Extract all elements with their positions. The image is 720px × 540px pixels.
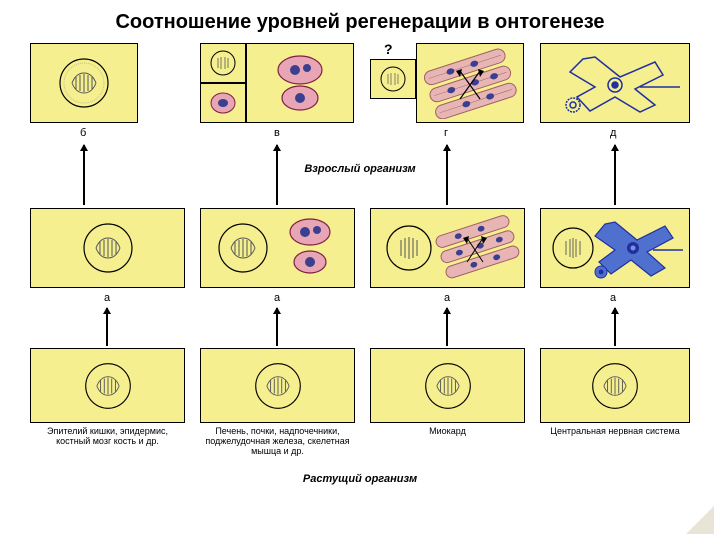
label-col-2: Печень, почки, надпочечники, поджелудочн… [200,427,355,457]
letter-mid-2: а [274,292,280,304]
box-bot-1 [30,348,185,423]
letter-top-3: г [444,127,448,139]
letter-mid-3: а [444,292,450,304]
letter-mid-1: а [104,292,110,304]
box-bot-2 [200,348,355,423]
box-mid-4 [540,208,690,288]
box-top-2c [246,43,354,123]
letter-mid-4: а [610,292,616,304]
question-mark: ? [384,41,393,57]
arrow-4-top [614,145,616,205]
label-col-4: Центральная нервная система [540,427,690,437]
arrow-2-top [276,145,278,205]
diagram-area: б в [30,43,690,473]
box-top-4 [540,43,690,123]
caption-growing: Растущий организм [30,473,690,485]
letter-top-1: б [80,127,86,139]
label-col-1: Эпителий кишки, эпидермис, костный мозг … [30,427,185,447]
arrow-1-top [83,145,85,205]
page-curl-icon [686,506,714,534]
slide-title: Соотношение уровней регенерации в онтоге… [30,10,690,35]
box-top-3b [416,43,524,123]
box-top-2a [200,43,246,83]
label-col-3: Миокард [370,427,525,437]
arrow-1-bot [106,308,108,346]
slide-container: Соотношение уровней регенерации в онтоге… [0,0,720,540]
box-mid-2 [200,208,355,288]
box-mid-1 [30,208,185,288]
box-top-2b [200,83,246,123]
box-top-3a [370,59,416,99]
box-top-1 [30,43,138,123]
letter-top-4: д [610,127,616,139]
letter-top-2: в [274,127,280,139]
box-bot-3 [370,348,525,423]
arrow-3-top [446,145,448,205]
arrow-2-bot [276,308,278,346]
caption-adult: Взрослый организм [30,163,690,175]
box-bot-4 [540,348,690,423]
arrow-3-bot [446,308,448,346]
arrow-4-bot [614,308,616,346]
box-mid-3 [370,208,525,288]
